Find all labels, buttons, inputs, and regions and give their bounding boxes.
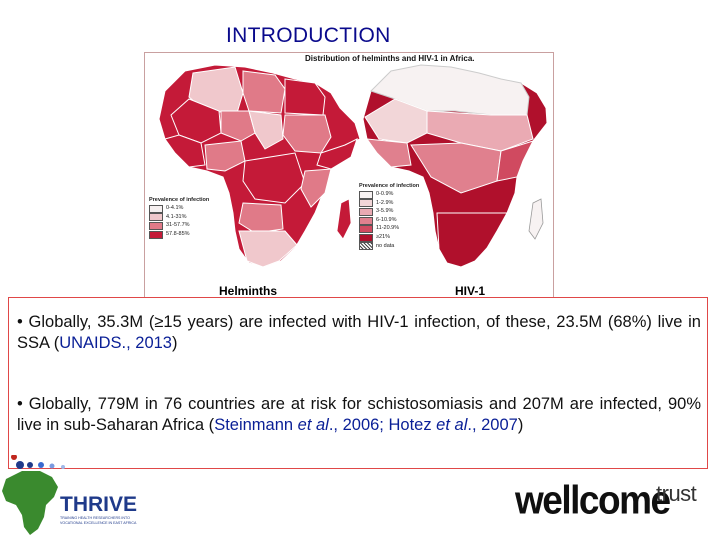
legend-swatch <box>359 207 373 216</box>
right-west <box>365 138 412 168</box>
thrive-logo: THRIVE TRAINING HEALTH RESEARCHERS INTO … <box>2 455 137 535</box>
facts-box: • Globally, 35.3M (≥15 years) are infect… <box>8 297 708 469</box>
left-nigeria <box>204 140 246 172</box>
left-niger <box>220 110 256 142</box>
left-egypt <box>284 78 326 116</box>
left-east <box>300 168 332 208</box>
hiv-caption: HIV-1 <box>455 284 486 298</box>
bullet-hiv: • Globally, 35.3M (≥15 years) are infect… <box>17 312 701 354</box>
africa-maps-figure: Distribution of helminths and HIV-1 in A… <box>144 52 554 298</box>
legend-item: 3-5.9% <box>359 207 419 217</box>
legend-swatch <box>359 225 373 234</box>
left-south <box>238 230 298 268</box>
left-chad <box>248 110 284 150</box>
bullet-schisto: • Globally, 779M in 76 countries are at … <box>17 394 701 436</box>
right-east <box>496 140 534 182</box>
legend-label: 1-2.9% <box>376 199 394 206</box>
left-ethiopia <box>316 138 358 170</box>
legend-item: 11-20.9% <box>359 225 419 234</box>
legend-swatch <box>359 216 373 225</box>
legend-label: 6-10.9% <box>376 216 397 223</box>
thrive-name: THRIVE <box>60 493 137 516</box>
legend-label: 57.8-85% <box>166 230 190 237</box>
legend-label: ≥21% <box>376 234 391 241</box>
legend-swatch <box>359 242 373 251</box>
citation-et-al: et al <box>297 416 329 434</box>
legend-item: 31-57.7% <box>149 221 209 231</box>
legend-item: 57.8-85% <box>149 230 209 239</box>
dot <box>61 465 65 469</box>
legend-title: Prevalence of infection <box>359 183 420 189</box>
legend-swatch <box>359 199 373 208</box>
legend-label: 0-4.1% <box>166 205 184 212</box>
citation-unaids: UNAIDS., 2013 <box>59 334 172 352</box>
bullet-hiv-end: ) <box>172 334 178 352</box>
figure-heading: Distribution of helminths and HIV-1 in A… <box>305 54 475 63</box>
citation-hotez-year: ., 2007 <box>467 416 518 434</box>
legend-item: 4.1-31% <box>149 213 209 222</box>
trust-wordmark: trust <box>656 481 697 506</box>
legend-swatch <box>149 221 163 230</box>
legend-item: no data <box>359 242 419 251</box>
left-libya <box>242 70 286 114</box>
citation-et-al: et al <box>436 416 468 434</box>
legend-item: 0-0.9% <box>359 190 419 200</box>
thrive-tagline-1: TRAINING HEALTH RESEARCHERS INTO <box>60 516 130 520</box>
dot <box>49 463 55 469</box>
dot <box>27 462 33 468</box>
right-south <box>436 212 508 268</box>
africa-silhouette-icon <box>2 471 58 535</box>
legend-label: no data <box>376 242 395 249</box>
dot <box>11 455 17 460</box>
citation-steinmann-year: ., 2006; Hotez <box>328 416 437 434</box>
left-congo <box>242 152 306 204</box>
thrive-tagline-2: VOCATIONAL EXCELLENCE IN EAST AFRICA <box>60 521 137 525</box>
dot <box>16 461 24 469</box>
slide-title: INTRODUCTION <box>226 24 391 47</box>
hiv-map <box>362 64 548 268</box>
legend-label: 3-5.9% <box>376 208 394 215</box>
bullet-hiv-text: • Globally, 35.3M (≥15 years) are infect… <box>17 313 701 352</box>
wellcome-trust-logo: wellcome trust <box>515 478 705 528</box>
legend-item: 6-10.9% <box>359 216 419 225</box>
legend-swatch <box>149 204 163 213</box>
citation-steinmann-author: Steinmann <box>214 416 298 434</box>
left-west-coast <box>164 134 206 168</box>
bullet-schisto-text: • Globally, 779M in 76 countries are at … <box>17 395 701 434</box>
right-madagascar <box>528 198 544 240</box>
legend-item: 0-4.1% <box>149 204 209 214</box>
legend-swatch <box>359 233 373 242</box>
helminths-legend: Prevalence of infection 0-4.1% 4.1-31% 3… <box>149 197 210 239</box>
bullet-schisto-end: ) <box>517 416 524 434</box>
africa-maps <box>158 64 548 268</box>
legend-swatch <box>149 213 163 222</box>
wellcome-wordmark: wellcome <box>515 478 671 523</box>
dot <box>38 462 44 468</box>
legend-label: 31-57.7% <box>166 222 190 229</box>
helminths-map <box>158 64 361 268</box>
legend-swatch <box>359 190 373 199</box>
legend-item: 1-2.9% <box>359 199 419 208</box>
left-madagascar <box>336 198 352 240</box>
legend-label: 4.1-31% <box>166 213 187 220</box>
helminths-caption: Helminths <box>219 284 278 298</box>
legend-label: 11-20.9% <box>376 225 400 232</box>
legend-title: Prevalence of infection <box>149 197 210 203</box>
legend-swatch <box>149 230 163 239</box>
right-sahel-e <box>426 110 534 152</box>
legend-item: ≥21% <box>359 233 419 242</box>
citation-steinmann: Steinmann et al., 2006; Hotez et al., 20… <box>214 416 518 434</box>
legend-label: 0-0.9% <box>376 191 394 198</box>
hiv-legend: Prevalence of infection 0-0.9% 1-2.9% 3-… <box>359 183 420 251</box>
